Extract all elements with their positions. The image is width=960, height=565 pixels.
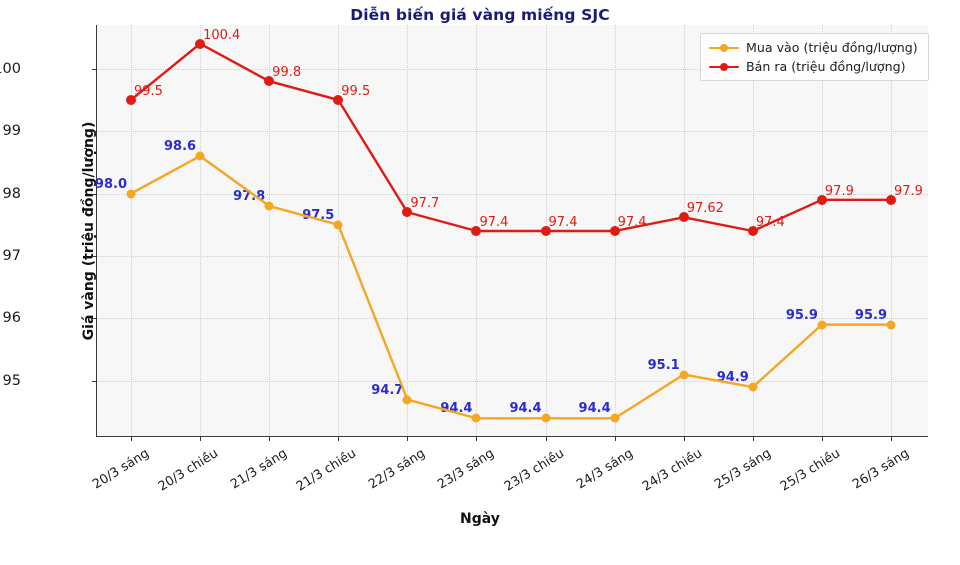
gridline-vertical: [407, 25, 409, 436]
gridline-vertical: [821, 25, 823, 436]
gridline-vertical: [891, 25, 892, 436]
gridline-horizontal: [97, 131, 928, 133]
y-axis-tick-label: 100: [0, 60, 21, 77]
x-axis-tick: [407, 436, 409, 441]
x-axis-tick: [614, 436, 616, 441]
y-axis-tick-label: 96: [2, 310, 21, 327]
legend-line-marker-icon: [709, 61, 739, 72]
legend-item-label: Mua vào (triệu đồng/lượng): [746, 40, 918, 55]
series-line-sell: [129, 42, 893, 233]
series-lines: [129, 42, 893, 420]
x-axis-tick: [752, 436, 754, 441]
legend-item-sell[interactable]: Bán ra (triệu đồng/lượng): [709, 59, 918, 74]
gridline-vertical: [683, 25, 685, 436]
plot-area: 98.0 98.6 97.8 97.5 94.7 94.4 94.4 94.4 95.1 94.9…: [81, 25, 928, 441]
y-axis-tick: [92, 193, 97, 195]
x-axis-tick: [476, 436, 478, 441]
x-axis-tick: [891, 436, 892, 441]
x-axis-tick: [821, 436, 823, 441]
chart-legend: Mua vào (triệu đồng/lượng) Bán ra (triệu …: [700, 33, 929, 81]
y-axis-tick: [92, 131, 97, 133]
x-axis-title: Ngày: [460, 511, 500, 527]
gridline-vertical: [200, 25, 202, 436]
legend-line-marker-icon: [709, 42, 739, 53]
x-axis-tick: [200, 436, 202, 441]
gridline-vertical: [131, 25, 132, 436]
y-axis-title: Giá vàng (triệu đồng/lượng): [81, 121, 97, 340]
y-axis-tick-label: 99: [2, 123, 21, 140]
y-axis-tick: [92, 255, 97, 257]
x-axis-tick: [545, 436, 547, 441]
y-axis-tick: [92, 68, 97, 70]
x-axis-tick: [683, 436, 685, 441]
y-axis-tick: [92, 318, 97, 320]
gridline-horizontal: [97, 68, 928, 70]
y-axis-tick-label: 98: [2, 185, 21, 202]
gridline-horizontal: [97, 380, 928, 382]
gold-price-chart: Diễn biến giá vàng miếng SJC 98.0 98.6 97.…: [0, 6, 929, 527]
y-axis-tick: [92, 380, 97, 382]
legend-item-buy[interactable]: Mua vào (triệu đồng/lượng): [709, 40, 918, 55]
gridline-horizontal: [97, 255, 928, 257]
gridline-vertical: [269, 25, 271, 436]
x-axis-tick: [269, 436, 271, 441]
x-axis-tick: [338, 436, 340, 441]
y-axis-tick-label: 97: [2, 247, 21, 264]
gridline-horizontal: [97, 318, 928, 320]
y-axis-tick-label: 95: [2, 372, 21, 389]
chart-title: Diễn biến giá vàng miếng SJC: [350, 6, 610, 24]
x-axis-tick: [131, 436, 132, 441]
gridline-horizontal: [97, 193, 928, 195]
series-line-buy: [129, 154, 893, 420]
legend-item-label: Bán ra (triệu đồng/lượng): [746, 59, 906, 74]
gridline-vertical: [338, 25, 340, 436]
